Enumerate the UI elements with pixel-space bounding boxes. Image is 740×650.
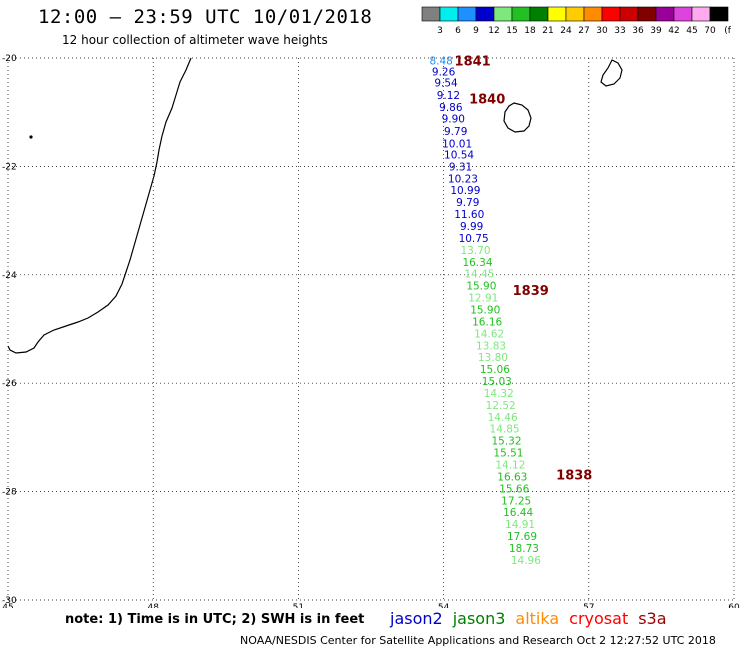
wave-height-label: 15.90 xyxy=(470,304,500,316)
legend-label: 18 xyxy=(524,26,536,36)
lat-tick-label: -24 xyxy=(2,271,17,281)
map-title: 12:00 – 23:59 UTC 10/01/2018 xyxy=(38,6,373,28)
wave-height-label: 9.26 xyxy=(432,67,456,79)
wave-height-label: 15.32 xyxy=(491,436,521,448)
lon-tick-label: 60 xyxy=(728,603,740,608)
wave-height-label: 15.66 xyxy=(499,483,529,495)
time-mark-label: 1840 xyxy=(469,93,505,108)
satellite-legend: jason2 jason3 altika cryosat s3a xyxy=(390,609,677,628)
wave-height-label: 15.90 xyxy=(466,281,496,293)
wave-height-label: 17.25 xyxy=(501,495,531,507)
wave-height-label: 10.54 xyxy=(444,149,474,161)
time-mark-label: 1841 xyxy=(455,55,491,70)
lat-tick-label: -26 xyxy=(2,379,17,389)
legend-label: 30 xyxy=(596,26,608,36)
lon-tick-label: 57 xyxy=(583,603,594,608)
wave-height-label: 13.83 xyxy=(476,340,506,352)
credit-line: NOAA/NESDIS Center for Satellite Applica… xyxy=(240,634,716,647)
wave-height-label: 14.85 xyxy=(490,424,520,436)
wave-height-label: 12.52 xyxy=(486,400,516,412)
wave-height-label: 12.91 xyxy=(468,293,498,305)
madagascar-coastline xyxy=(7,57,192,354)
wave-height-label: 14.46 xyxy=(488,412,518,424)
legend-label: 3 xyxy=(437,26,443,36)
lon-tick-label: 45 xyxy=(2,603,13,608)
wave-height-label: 15.51 xyxy=(493,448,523,460)
wave-height-label: 14.62 xyxy=(474,328,504,340)
footnote: note: 1) Time is in UTC; 2) SWH is in fe… xyxy=(65,612,365,627)
legend-label: 15 xyxy=(506,26,517,36)
legend-label: 9 xyxy=(473,26,479,36)
wave-height-label: 13.70 xyxy=(461,245,491,257)
legend-label: 39 xyxy=(650,26,662,36)
wave-height-label: 9.79 xyxy=(444,126,467,138)
wave-height-label: 10.01 xyxy=(442,139,472,151)
wave-height-label: 16.34 xyxy=(462,257,492,269)
satellite-s3a: s3a xyxy=(638,609,667,628)
wave-height-label: 16.63 xyxy=(497,471,527,483)
grid-layer xyxy=(7,57,735,601)
lat-tick-label: -20 xyxy=(2,54,17,64)
wave-height-label: 9.99 xyxy=(460,221,483,233)
satellite-cryosat: cryosat xyxy=(569,609,629,628)
wave-height-label: 9.31 xyxy=(449,161,472,173)
lon-tick-label: 48 xyxy=(147,603,159,608)
wave-height-label: 10.23 xyxy=(448,173,478,185)
wave-height-label: 13.80 xyxy=(478,352,508,364)
wave-height-label: 16.44 xyxy=(503,507,533,519)
time-mark-label: 1838 xyxy=(556,468,592,483)
legend-unit: (ft) xyxy=(724,26,731,36)
time-mark-label: 1839 xyxy=(513,284,549,299)
wave-height-label: 9.79 xyxy=(456,197,479,209)
satellite-jason3: jason3 xyxy=(452,609,506,628)
lon-tick-label: 51 xyxy=(293,603,304,608)
coastline-layer xyxy=(7,57,623,354)
time-marks: 1841 1840 1839 1838 xyxy=(455,55,593,484)
altimeter-track: 8.489.269.549.129.869.909.7910.0110.549.… xyxy=(429,56,541,567)
wave-height-label: 14.32 xyxy=(484,388,514,400)
wave-height-label: 18.73 xyxy=(509,543,539,555)
wave-height-label: 14.12 xyxy=(495,460,525,472)
small-islet xyxy=(29,135,33,139)
map-subtitle: 12 hour collection of altimeter wave hei… xyxy=(62,33,328,47)
satellite-jason2: jason2 xyxy=(390,609,443,628)
wave-height-label: 15.03 xyxy=(482,376,512,388)
legend-label: 12 xyxy=(488,26,499,36)
satellite-altika: altika xyxy=(515,609,560,628)
legend-label: 21 xyxy=(542,26,553,36)
wave-height-label: 14.96 xyxy=(511,555,541,567)
legend-label: 70 xyxy=(704,26,716,36)
wave-height-map: 45 48 51 54 57 60-20-22-24-26-28-30 8.489.269… xyxy=(2,54,740,608)
legend-label: 42 xyxy=(668,26,679,36)
lat-tick-label: -28 xyxy=(2,488,17,498)
legend-label: 24 xyxy=(560,26,572,36)
lat-tick-label: -22 xyxy=(2,162,17,172)
lat-tick-label: -30 xyxy=(2,596,17,606)
legend-label: 45 xyxy=(686,26,697,36)
wave-height-label: 9.12 xyxy=(437,90,460,102)
wave-height-label: 9.54 xyxy=(434,77,458,89)
rodrigues-island xyxy=(600,59,623,87)
wave-height-label: 9.86 xyxy=(439,102,463,114)
wave-height-label: 9.90 xyxy=(442,114,465,126)
lon-tick-label: 54 xyxy=(438,603,450,608)
wave-height-label: 17.69 xyxy=(507,531,537,543)
mauritius-island xyxy=(503,102,532,133)
legend-label: 36 xyxy=(632,26,644,36)
legend-label: 33 xyxy=(614,26,625,36)
legend-label: 6 xyxy=(455,26,461,36)
axis-layer: 45 48 51 54 57 60 -20 -22 -24 -26 -28 -30 xyxy=(2,54,740,608)
wave-height-label: 14.91 xyxy=(505,519,535,531)
wave-height-label: 8.48 xyxy=(429,56,452,68)
wave-height-label: 15.06 xyxy=(480,364,510,376)
wave-height-label: 11.60 xyxy=(454,209,484,221)
wave-height-label: 14.45 xyxy=(464,269,494,281)
wave-height-label: 16.16 xyxy=(472,316,502,328)
legend-label: 27 xyxy=(578,26,589,36)
legend-swatch xyxy=(709,6,729,22)
wave-height-label: 10.75 xyxy=(459,233,489,245)
wave-height-label: 10.99 xyxy=(450,185,480,197)
